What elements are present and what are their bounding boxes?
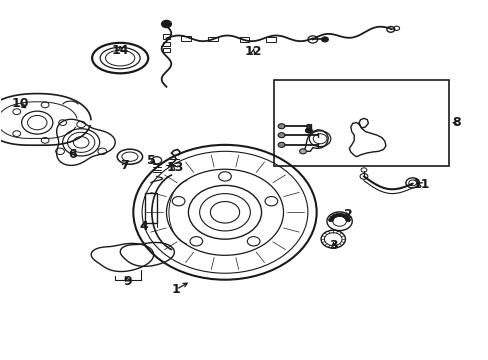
Circle shape <box>161 21 171 28</box>
Text: 5: 5 <box>147 154 156 167</box>
Bar <box>239 37 249 41</box>
Text: 11: 11 <box>411 178 429 191</box>
Circle shape <box>338 213 343 217</box>
Bar <box>162 41 170 46</box>
Bar <box>207 37 217 41</box>
Text: 1: 1 <box>171 283 180 296</box>
Circle shape <box>331 214 336 218</box>
Text: 12: 12 <box>244 45 262 58</box>
Bar <box>162 48 170 52</box>
Text: 10: 10 <box>11 98 29 111</box>
Bar <box>181 36 190 41</box>
Circle shape <box>328 218 333 222</box>
Text: 4: 4 <box>139 220 148 233</box>
Circle shape <box>278 124 285 129</box>
Bar <box>266 37 276 41</box>
Circle shape <box>278 133 285 138</box>
Circle shape <box>345 218 350 222</box>
Text: 14: 14 <box>111 44 129 57</box>
Circle shape <box>335 213 340 217</box>
Circle shape <box>344 216 348 220</box>
Text: 13: 13 <box>166 161 183 174</box>
Text: 2: 2 <box>343 208 352 221</box>
Bar <box>162 35 170 39</box>
Circle shape <box>278 142 285 147</box>
Circle shape <box>321 37 328 42</box>
Bar <box>273 80 448 166</box>
Circle shape <box>305 128 312 133</box>
Circle shape <box>341 214 346 218</box>
Bar <box>144 193 157 223</box>
Text: 9: 9 <box>123 275 132 288</box>
Text: 8: 8 <box>451 116 460 129</box>
Text: 6: 6 <box>68 148 77 161</box>
Circle shape <box>299 149 306 154</box>
Text: 7: 7 <box>120 159 128 172</box>
Text: 3: 3 <box>329 239 337 252</box>
Circle shape <box>329 216 334 220</box>
